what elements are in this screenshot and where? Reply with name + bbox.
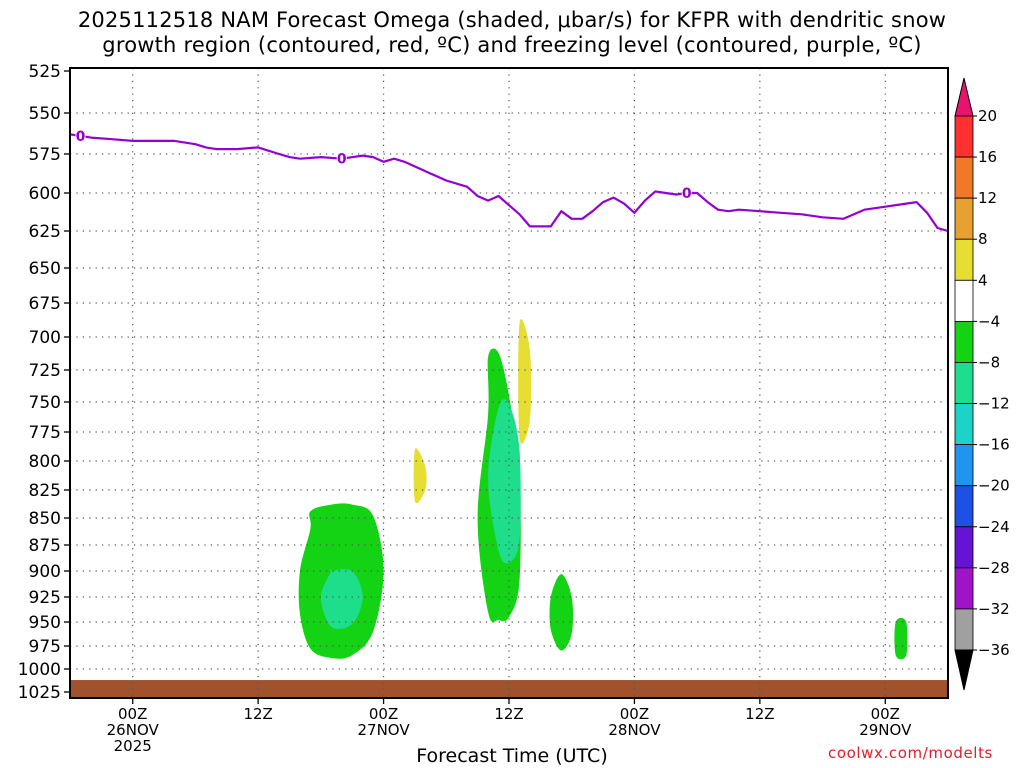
grid-layer [70,68,948,698]
y-tick-label-925: 925 [29,588,61,608]
y-tick-label-650: 650 [29,259,61,279]
colorbar-label-5: −4 [978,312,1000,330]
y-tick-label-775: 775 [29,423,61,443]
x-tick-label-6-0: 00Z [118,705,147,723]
x-tick-label-78-0: 00Z [871,705,900,723]
x-tick-label-54-1: 28NOV [608,721,661,739]
x-tick-label-6-1: 26NOV [107,721,160,739]
y-tick-label-525: 525 [29,62,61,82]
x-tick-label-30-1: 27NOV [358,721,411,739]
colorbar-bottom-arrow [954,649,974,691]
colorbar-band-11 [954,567,974,610]
freezing-level-layer: 0 0 0 [69,127,949,233]
omega-region-5 [894,617,908,660]
y-tick-label-1000: 1000 [18,660,61,680]
omega-region-6 [518,319,532,444]
freezing-level-label-bg-1 [336,150,347,167]
freezing-level-label-bg-0 [75,127,86,144]
colorbar-band-0 [954,115,974,158]
colorbar-band-3 [954,238,974,281]
x-axis-label: Forecast Time (UTC) [416,745,608,767]
omega-region-1 [320,569,363,630]
y-tick-label-975: 975 [29,637,61,657]
x-tick-label-54-0: 00Z [620,705,649,723]
omega-region-7 [413,448,427,504]
colorbar-label-1: 16 [978,148,997,166]
colorbar-label-2: 12 [978,189,997,207]
credit-text: coolwx.com/modelts [828,744,993,762]
colorbar-band-12 [954,608,974,651]
x-tick-label-6-2: 2025 [114,737,152,755]
freezing-level-label-0: 0 [76,129,86,145]
y-tick-label-550: 550 [29,104,61,124]
y-tick-label-825: 825 [29,481,61,501]
colorbar-label-7: −12 [978,395,1010,413]
x-tick-label-30-0: 00Z [369,705,398,723]
y-tick-label-600: 600 [29,184,61,204]
colorbar-label-10: −24 [978,518,1010,536]
y-tick-label-950: 950 [29,613,61,633]
colorbar-label-8: −16 [978,436,1010,454]
colorbar-band-7 [954,403,974,446]
freezing-level-label-2: 0 [682,186,692,202]
colorbar-label-9: −20 [978,477,1010,495]
colorbar-band-1 [954,156,974,199]
colorbar-band-6 [954,362,974,404]
chart-title-line-2: growth region (contoured, red, ºC) and f… [102,33,922,57]
colorbar-label-13: −36 [978,641,1010,659]
y-tick-label-875: 875 [29,536,61,556]
colorbar-band-4 [954,279,974,322]
colorbar-label-3: 8 [978,230,988,248]
freezing-level-line [69,133,949,233]
chart-title: 2025112518 NAM Forecast Omega (shaded, μ… [0,8,1024,58]
y-tick-label-725: 725 [29,361,61,381]
colorbar-band-2 [954,197,974,240]
colorbar-label-11: −28 [978,559,1010,577]
y-axis: 525 550 575 600 625 650 675 700 725 750 775 800 825 8… [18,62,70,703]
colorbar-band-8 [954,444,974,487]
y-tick-label-750: 750 [29,393,61,413]
colorbar-label-6: −8 [978,353,1000,371]
y-tick-label-850: 850 [29,509,61,529]
colorbar-label-12: −32 [978,600,1010,618]
omega-region-4 [549,574,574,651]
omega-region-3 [488,398,521,564]
colorbar-band-10 [954,526,974,569]
colorbar: 20 16 12 8 4 −4 −8 −12 −16 −20 −24 −28 −32 −36 [954,77,1010,691]
y-tick-label-800: 800 [29,452,61,472]
y-tick-label-625: 625 [29,222,61,242]
colorbar-label-4: 4 [978,271,988,289]
y-tick-label-900: 900 [29,562,61,582]
x-tick-label-78-1: 29NOV [859,721,912,739]
omega-shading-layer [298,319,908,660]
y-tick-label-700: 700 [29,328,61,348]
colorbar-top-arrow [954,77,974,117]
colorbar-label-0: 20 [978,107,997,125]
x-tick-label-18-0: 12Z [243,705,272,723]
x-tick-label-42-0: 12Z [494,705,523,723]
y-tick-label-1025: 1025 [18,683,61,703]
chart-title-line-1: 2025112518 NAM Forecast Omega (shaded, μ… [77,8,947,32]
x-tick-label-66-0: 12Z [745,705,774,723]
y-tick-label-675: 675 [29,294,61,314]
freezing-level-label-bg-2 [681,185,692,201]
colorbar-band-9 [954,485,974,528]
freezing-level-label-1: 0 [337,152,347,168]
y-tick-label-575: 575 [29,145,61,165]
colorbar-band-5 [954,320,974,363]
